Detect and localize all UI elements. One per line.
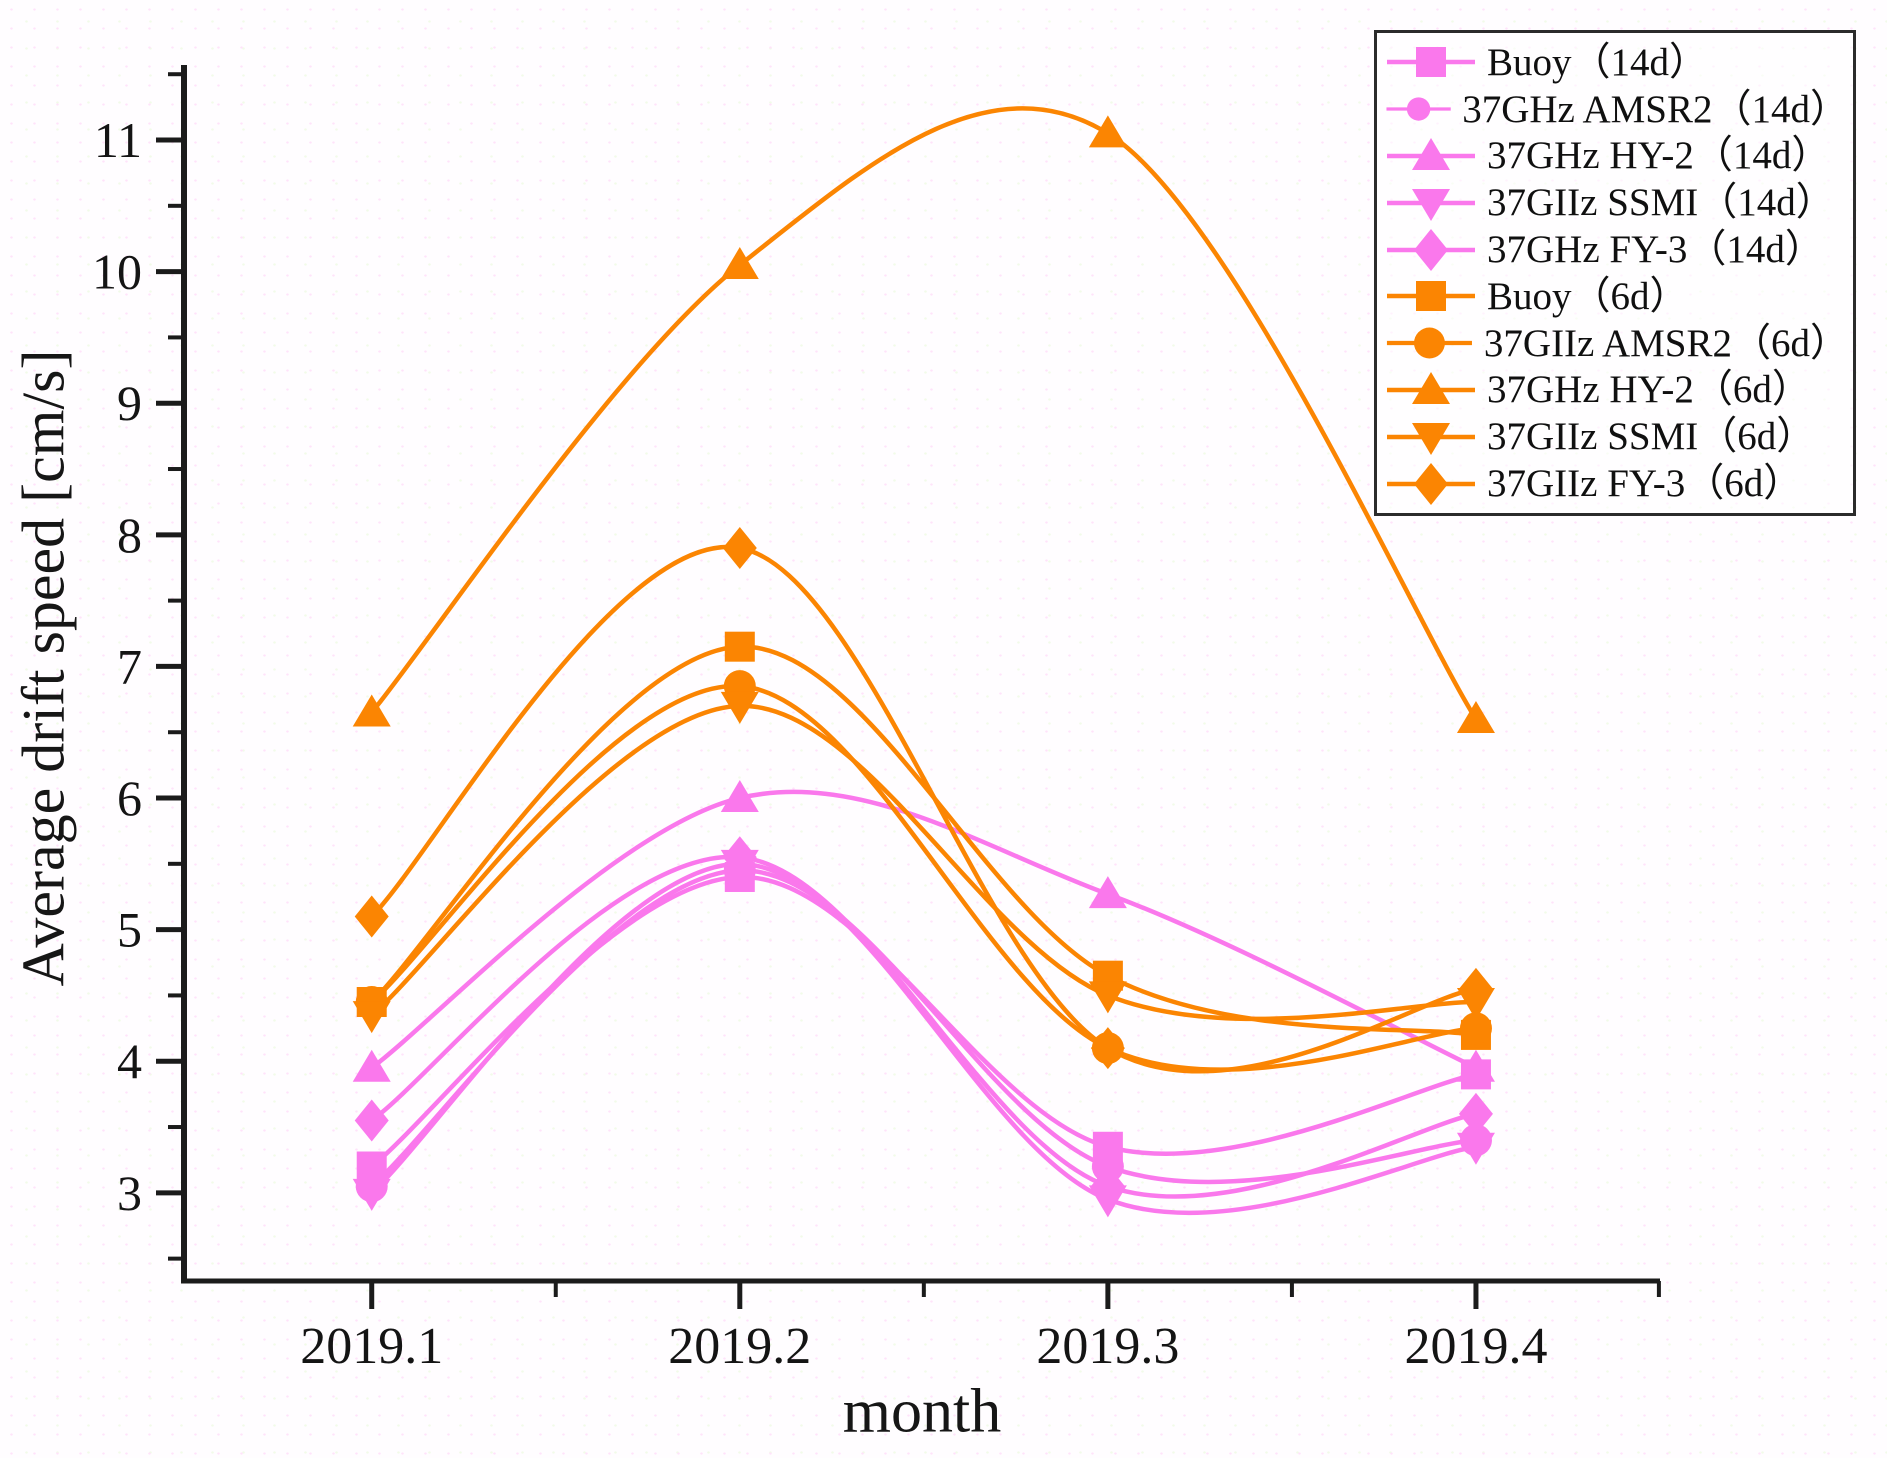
square-legend-marker-icon [1387, 281, 1475, 312]
marker-series-7-pt3 [1456, 701, 1495, 734]
series-3-line [370, 861, 1477, 1216]
circle-icon [1406, 97, 1431, 121]
legend-item-0: Buoy（14d） [1385, 40, 1849, 84]
legend-item-9: 37GIIz FY-3（6d） [1385, 462, 1849, 506]
legend-item-1: 37GHz AMSR2（14d） [1385, 87, 1849, 131]
legend-item-label: Buoy（6d） [1487, 274, 1689, 318]
marker-series-8-pt1 [720, 691, 759, 724]
legend-item-label: 37GIIz FY-3（6d） [1487, 462, 1803, 506]
series-2-line [370, 789, 1477, 1070]
legend-item-label: Buoy（14d） [1487, 40, 1709, 84]
x-tick-label-2019.2: 2019.2 [668, 1318, 811, 1375]
y-tick-label-9: 9 [117, 375, 142, 431]
legend-item-3: 37GIIz SSMI（14d） [1385, 181, 1849, 225]
y-tick-label-4: 4 [117, 1033, 142, 1089]
marker-series-4-pt0 [354, 1099, 389, 1142]
x-tick-label-2019.1: 2019.1 [300, 1318, 443, 1375]
marker-series-7-pt2 [1088, 115, 1127, 148]
y-tick-label-7: 7 [117, 638, 142, 694]
series-8-line [370, 703, 1476, 1022]
triangle-up-legend-marker-icon [1387, 137, 1475, 170]
legend-item-label: 37GIIz SSMI（14d） [1487, 181, 1835, 225]
series-9-line [370, 544, 1477, 1074]
marker-series-8-pt0 [352, 1001, 391, 1034]
y-axis-title: Average drift speed [cm/s] [10, 349, 77, 987]
triangle-down-icon [1412, 422, 1450, 455]
square-legend-marker-icon [1387, 47, 1475, 78]
triangle-down-legend-marker-icon [1387, 422, 1475, 455]
marker-series-5-pt1 [724, 631, 755, 662]
y-tick-label-6: 6 [117, 770, 142, 826]
diamond-icon [1414, 462, 1448, 505]
legend-item-2: 37GHz HY-2（14d） [1385, 134, 1849, 178]
series-5-line [370, 644, 1477, 1038]
legend-item-label: 37GIIz AMSR2（6d） [1483, 321, 1849, 365]
triangle-up-legend-marker-icon [1387, 371, 1475, 404]
y-tick-label-8: 8 [117, 507, 142, 563]
series-4-line [370, 854, 1477, 1199]
triangle-down-icon [1412, 188, 1450, 221]
marker-series-4-pt3 [1458, 1092, 1493, 1135]
y-tick-label-5: 5 [117, 902, 142, 958]
marker-series-8-pt2 [1088, 981, 1127, 1014]
marker-series-9-pt3 [1458, 967, 1493, 1010]
legend-item-6: 37GIIz AMSR2（6d） [1385, 321, 1849, 365]
square-icon [1416, 281, 1446, 312]
circle-legend-marker-icon [1386, 327, 1472, 359]
legend-item-label: 37GHz AMSR2（14d） [1462, 87, 1849, 131]
marker-series-3-pt3 [1456, 1132, 1495, 1165]
x-tick-label-2019.4: 2019.4 [1404, 1318, 1547, 1375]
triangle-up-icon [1412, 137, 1450, 170]
diamond-legend-marker-icon [1387, 462, 1475, 505]
marker-series-6-pt3 [1459, 1012, 1492, 1045]
marker-series-2-pt3 [1456, 1049, 1495, 1082]
marker-series-7-pt1 [720, 247, 759, 280]
y-tick-label-3: 3 [117, 1165, 142, 1221]
marker-series-2-pt2 [1088, 876, 1127, 909]
diamond-legend-marker-icon [1387, 228, 1475, 271]
triangle-down-legend-marker-icon [1387, 188, 1475, 221]
legend-item-4: 37GHz FY-3（14d） [1385, 228, 1849, 272]
square-icon [1416, 47, 1446, 78]
marker-series-9-pt0 [354, 895, 389, 938]
marker-series-9-pt2 [1090, 1027, 1125, 1070]
marker-series-7-pt0 [352, 694, 391, 727]
legend-item-label: 37GHz HY-2（14d） [1487, 134, 1831, 178]
legend-item-label: 37GIIz SSMI（6d） [1487, 415, 1816, 459]
marker-series-2-pt1 [720, 780, 759, 813]
series-1-line [370, 868, 1477, 1188]
marker-series-9-pt1 [722, 526, 757, 569]
legend-item-8: 37GIIz SSMI（6d） [1385, 415, 1849, 459]
legend-item-7: 37GHz HY-2（6d） [1385, 368, 1849, 412]
marker-series-4-pt2 [1090, 1165, 1125, 1208]
diamond-icon [1414, 228, 1448, 271]
circle-legend-marker-icon [1386, 97, 1451, 121]
y-tick-label-11: 11 [94, 112, 142, 168]
legend-item-label: 37GHz FY-3（14d） [1487, 228, 1824, 272]
x-axis-title: month [842, 1377, 1002, 1446]
x-tick-label-2019.3: 2019.3 [1036, 1318, 1179, 1375]
legend-item-label: 37GHz HY-2（6d） [1487, 368, 1811, 412]
series-6-line [370, 683, 1477, 1072]
marker-series-2-pt0 [352, 1049, 391, 1082]
legend-box: Buoy（14d） 37GHz AMSR2（14d） 37GHz HY-2（14d）… [1374, 30, 1856, 516]
triangle-up-icon [1412, 371, 1450, 404]
y-tick-label-10: 10 [92, 244, 142, 300]
marker-series-3-pt0 [352, 1178, 391, 1211]
marker-series-4-pt1 [722, 836, 757, 879]
circle-icon [1413, 327, 1445, 359]
legend-item-5: Buoy（6d） [1385, 274, 1849, 318]
series-7-line [369, 106, 1478, 721]
